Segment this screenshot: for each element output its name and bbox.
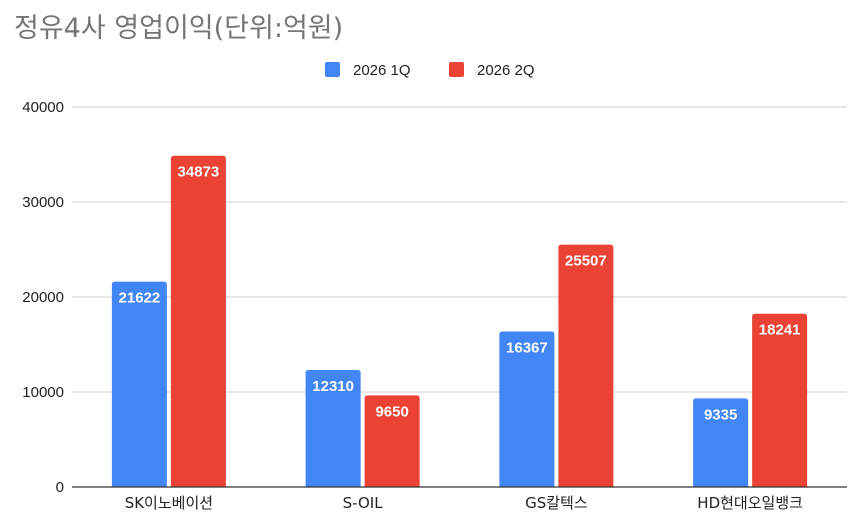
data-label: 16367 (506, 340, 548, 357)
legend-label: 2026 1Q (353, 62, 411, 79)
y-tick-label: 10000 (22, 384, 64, 401)
data-label: 9650 (375, 403, 408, 420)
bar (752, 313, 808, 487)
data-label: 12310 (312, 378, 354, 395)
bar (305, 370, 361, 487)
bar (170, 155, 226, 488)
data-label: 34873 (178, 164, 220, 181)
x-tick-label: S-OIL (343, 494, 384, 512)
x-tick-label: GS칼텍스 (525, 494, 588, 512)
bar (111, 281, 167, 487)
bar (558, 244, 614, 487)
y-tick-label: 30000 (22, 194, 64, 211)
y-tick-label: 0 (56, 479, 64, 496)
bar (364, 395, 420, 487)
bar (693, 398, 749, 487)
legend-swatch (449, 62, 464, 77)
data-label: 21622 (119, 290, 161, 307)
data-label: 9335 (704, 406, 737, 423)
bar (499, 331, 555, 487)
data-label: 25507 (565, 253, 607, 270)
legend-label: 2026 2Q (477, 62, 535, 79)
y-tick-label: 20000 (22, 289, 64, 306)
x-tick-label: HD현대오일뱅크 (697, 494, 803, 512)
data-label: 18241 (759, 322, 801, 339)
chart-title: 정유4사 영업이익(단위:억원) (14, 13, 344, 44)
x-tick-label: SK이노베이션 (125, 494, 213, 512)
legend-swatch (325, 62, 340, 77)
y-tick-label: 40000 (22, 99, 64, 116)
